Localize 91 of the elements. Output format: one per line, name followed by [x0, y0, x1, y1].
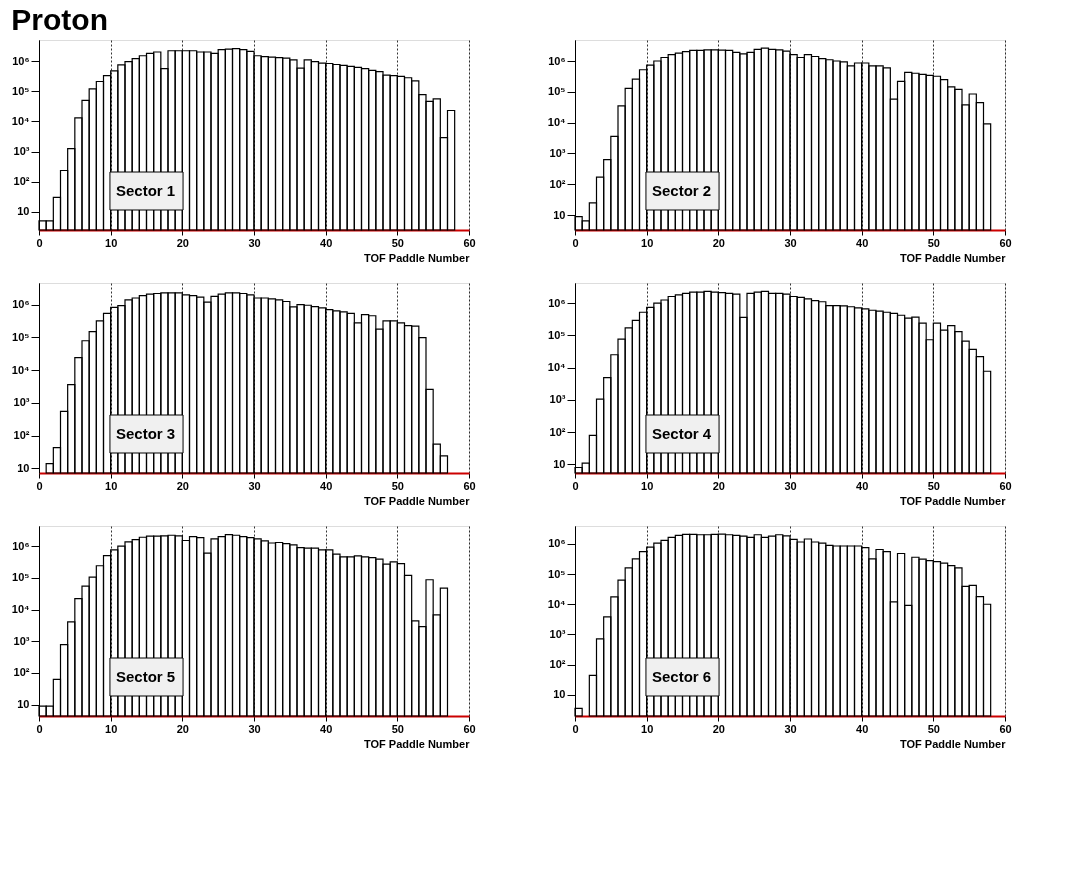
x-tick-label: 60 [463, 479, 476, 492]
y-tick-label: 10⁴ [11, 114, 30, 127]
x-tick-label: 40 [856, 722, 869, 735]
annotation: Sector 1 [115, 182, 176, 199]
x-tick-label: 60 [463, 722, 476, 735]
x-axis-title: TOF Paddle Number [899, 737, 1007, 750]
y-tick-label: 10 [553, 688, 566, 701]
y-tick-label: 10³ [13, 634, 30, 647]
y-tick-label: 10⁵ [548, 85, 566, 98]
y-tick-label: 10⁵ [548, 328, 566, 341]
y-tick-label: 10⁶ [12, 539, 30, 552]
x-tick-label: 0 [572, 722, 579, 735]
x-axis-title: TOF Paddle Number [899, 251, 1007, 264]
x-tick-label: 10 [641, 479, 654, 492]
y-tick-label: 10³ [549, 627, 566, 640]
y-tick-label: 10⁴ [11, 603, 30, 616]
y-tick-label: 10⁵ [12, 330, 30, 343]
x-tick-label: 10 [641, 236, 654, 249]
y-tick-label: 10⁵ [12, 571, 30, 584]
y-tick-label: 10² [549, 658, 566, 671]
y-tick-label: 10 [17, 698, 30, 711]
x-tick-label: 20 [712, 479, 725, 492]
y-tick-label: 10⁴ [11, 363, 30, 376]
x-tick-label: 30 [248, 236, 261, 249]
y-tick-label: 10² [13, 666, 30, 679]
x-tick-label: 20 [176, 236, 189, 249]
y-tick-label: 10⁶ [548, 54, 566, 67]
x-tick-label: 0 [572, 479, 579, 492]
x-axis-title: TOF Paddle Number [363, 494, 471, 507]
chart-title: Proton [11, 3, 108, 36]
annotation: Sector 6 [651, 668, 712, 685]
y-tick-label: 10⁶ [12, 298, 30, 311]
x-tick-label: 50 [391, 479, 404, 492]
x-tick-label: 10 [105, 722, 118, 735]
x-tick-label: 50 [927, 722, 940, 735]
x-tick-label: 30 [248, 722, 261, 735]
annotation: Sector 5 [115, 668, 176, 685]
x-tick-label: 20 [176, 479, 189, 492]
x-tick-label: 40 [320, 479, 333, 492]
x-tick-label: 30 [784, 236, 797, 249]
y-tick-label: 10³ [549, 146, 566, 159]
x-tick-label: 40 [320, 722, 333, 735]
y-tick-label: 10⁴ [547, 361, 566, 374]
x-tick-label: 0 [36, 479, 43, 492]
x-tick-label: 60 [463, 236, 476, 249]
y-tick-label: 10⁴ [547, 116, 566, 129]
y-tick-label: 10³ [13, 145, 30, 158]
x-tick-label: 30 [784, 722, 797, 735]
y-tick-label: 10 [553, 208, 566, 221]
x-tick-label: 0 [36, 236, 43, 249]
x-tick-label: 20 [712, 722, 725, 735]
x-tick-label: 50 [391, 236, 404, 249]
y-tick-label: 10⁵ [548, 567, 566, 580]
y-tick-label: 10⁶ [548, 537, 566, 550]
x-tick-label: 60 [999, 479, 1012, 492]
x-axis-title: TOF Paddle Number [899, 494, 1007, 507]
x-tick-label: 20 [712, 236, 725, 249]
x-tick-label: 50 [927, 479, 940, 492]
annotation: Sector 3 [115, 425, 176, 442]
x-tick-label: 40 [856, 236, 869, 249]
x-tick-label: 0 [36, 722, 43, 735]
x-axis-title: TOF Paddle Number [363, 737, 471, 750]
y-tick-label: 10⁴ [547, 597, 566, 610]
y-tick-label: 10⁵ [12, 84, 30, 97]
x-tick-label: 50 [927, 236, 940, 249]
y-tick-label: 10 [17, 461, 30, 474]
annotation: Sector 2 [651, 182, 712, 199]
y-tick-label: 10² [13, 175, 30, 188]
annotation: Sector 4 [651, 425, 712, 442]
x-tick-label: 40 [320, 236, 333, 249]
x-tick-label: 10 [641, 722, 654, 735]
x-tick-label: 40 [856, 479, 869, 492]
x-tick-label: 0 [572, 236, 579, 249]
y-tick-label: 10 [553, 457, 566, 470]
x-tick-label: 30 [784, 479, 797, 492]
x-tick-label: 60 [999, 236, 1012, 249]
y-tick-label: 10² [13, 429, 30, 442]
y-tick-label: 10² [549, 425, 566, 438]
y-tick-label: 10³ [13, 396, 30, 409]
x-tick-label: 60 [999, 722, 1012, 735]
y-tick-label: 10² [549, 177, 566, 190]
y-tick-label: 10³ [549, 393, 566, 406]
x-tick-label: 50 [391, 722, 404, 735]
x-tick-label: 10 [105, 479, 118, 492]
x-axis-title: TOF Paddle Number [363, 251, 471, 264]
x-tick-label: 20 [176, 722, 189, 735]
y-tick-label: 10⁶ [12, 54, 30, 67]
y-tick-label: 10 [17, 205, 30, 218]
x-tick-label: 30 [248, 479, 261, 492]
y-tick-label: 10⁶ [548, 296, 566, 309]
x-tick-label: 10 [105, 236, 118, 249]
